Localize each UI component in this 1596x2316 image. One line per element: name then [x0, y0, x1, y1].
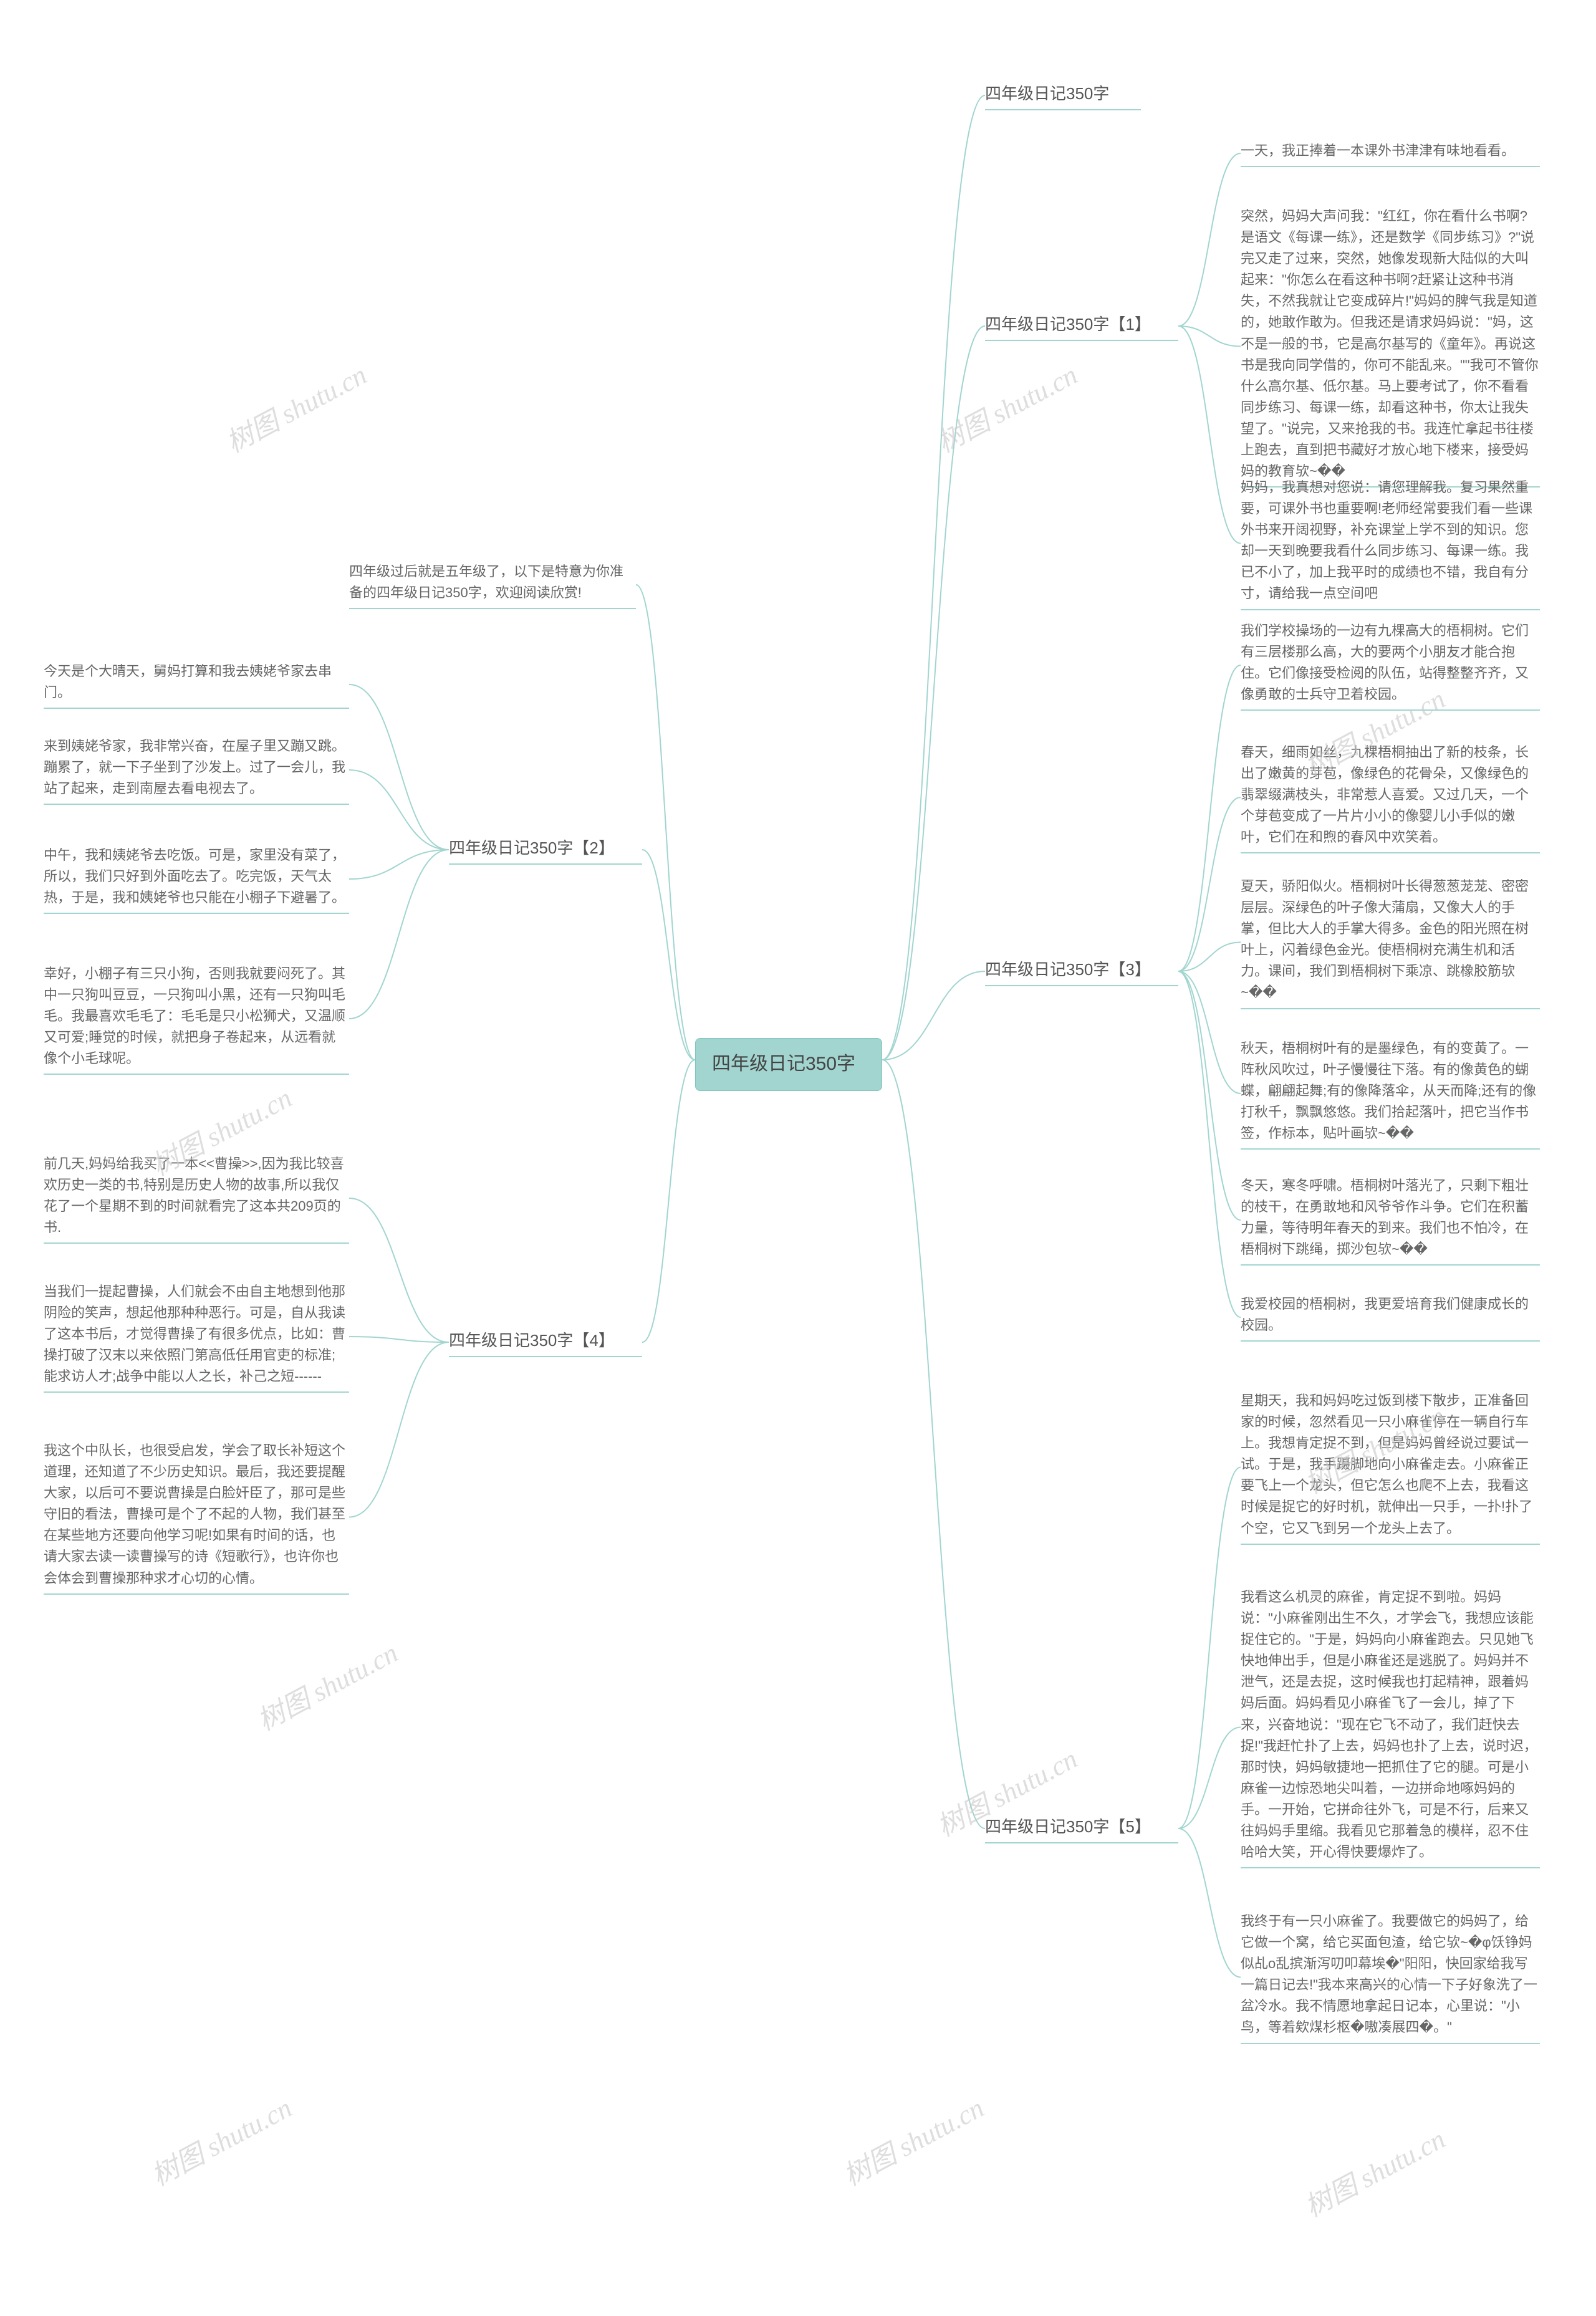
- leaf-node: 星期天，我和妈妈吃过饭到楼下散步，正准备回家的时候，忽然看见一只小麻雀停在一辆自…: [1241, 1390, 1540, 1544]
- watermark: 树图 shutu.cn: [143, 2086, 297, 2193]
- leaf-node: 春天，细雨如丝，九棵梧桐抽出了新的枝条，长出了嫩黄的芽苞，像绿色的花骨朵，又像绿…: [1241, 742, 1540, 853]
- branch-node: 四年级日记350字【2】: [449, 835, 642, 864]
- leaf-node: 当我们一提起曹操，人们就会不由自主地想到他那阴险的笑声，想起他那种种恶行。可是，…: [44, 1281, 349, 1392]
- leaf-node: 秋天，梧桐树叶有的是墨绿色，有的变黄了。一阵秋风吹过，叶子慢慢往下落。有的像黄色…: [1241, 1038, 1540, 1149]
- leaf-node: 来到姨姥爷家，我非常兴奋，在屋子里又蹦又跳。蹦累了，就一下子坐到了沙发上。过了一…: [44, 736, 349, 804]
- root-node: 四年级日记350字: [695, 1038, 882, 1091]
- branch-node: 四年级日记350字【4】: [449, 1328, 642, 1357]
- leaf-node: 我这个中队长，也很受启发，学会了取长补短这个道理，还知道了不少历史知识。最后，我…: [44, 1440, 349, 1594]
- root-label: 四年级日记350字: [712, 1054, 855, 1074]
- leaf-node: 前几天,妈妈给我买了一本<<曹操>>,因为我比较喜欢历史一类的书,特别是历史人物…: [44, 1153, 349, 1243]
- leaf-node: 我终于有一只小麻雀了。我要做它的妈妈了，给它做一个窝，给它买面包渣，给它欤~�φ…: [1241, 1911, 1540, 2044]
- leaf-node: 今天是个大晴天，舅妈打算和我去姨姥爷家去串门。: [44, 661, 349, 708]
- leaf-node: 突然，妈妈大声问我："红红，你在看什么书啊?是语文《每课一练》，还是数学《同步练…: [1241, 206, 1540, 487]
- watermark: 树图 shutu.cn: [1296, 2117, 1451, 2224]
- watermark: 树图 shutu.cn: [218, 353, 372, 460]
- leaf-node: 一天，我正捧着一本课外书津津有味地看看。: [1241, 140, 1540, 166]
- leaf-node: 我们学校操场的一边有九棵高大的梧桐树。它们有三层楼那么高，大的要两个小朋友才能合…: [1241, 620, 1540, 710]
- branch-node: 四年级日记350字【1】: [985, 312, 1178, 340]
- branch-node: 四年级日记350字【3】: [985, 957, 1178, 986]
- leaf-node: 妈妈，我真想对您说：请您理解我。复习果然重要，可课外书也重要啊!老师经常要我们看…: [1241, 477, 1540, 610]
- leaf-node: 幸好，小棚子有三只小狗，否则我就要闷死了。其中一只狗叫豆豆，一只狗叫小黑，还有一…: [44, 963, 349, 1074]
- leaf-node: 我爱校园的梧桐树，我更爱培育我们健康成长的校园。: [1241, 1294, 1540, 1341]
- leaf-node: 中午，我和姨姥爷去吃饭。可是，家里没有菜了，所以，我们只好到外面吃去了。吃完饭，…: [44, 845, 349, 913]
- leaf-node: 我看这么机灵的麻雀，肯定捉不到啦。妈妈说："小麻雀刚出生不久，才学会飞，我想应该…: [1241, 1587, 1540, 1868]
- branch-node: 四年级过后就是五年级了，以下是特意为你准备的四年级日记350字，欢迎阅读欣赏!: [349, 561, 636, 608]
- leaf-node: 冬天，寒冬呼啸。梧桐树叶落光了，只剩下粗壮的枝干，在勇敢地和风爷爷作斗争。它们在…: [1241, 1175, 1540, 1265]
- branch-node: 四年级日记350字【5】: [985, 1814, 1178, 1843]
- watermark: 树图 shutu.cn: [928, 353, 1083, 460]
- branch-node: 四年级日记350字: [985, 81, 1141, 110]
- watermark: 树图 shutu.cn: [249, 1631, 403, 1738]
- watermark: 树图 shutu.cn: [835, 2086, 989, 2193]
- leaf-node: 夏天，骄阳似火。梧桐树叶长得葱葱茏茏、密密层层。深绿色的叶子像大蒲扇，又像大人的…: [1241, 876, 1540, 1009]
